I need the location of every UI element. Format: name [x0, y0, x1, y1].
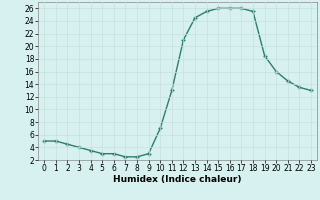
X-axis label: Humidex (Indice chaleur): Humidex (Indice chaleur)	[113, 175, 242, 184]
